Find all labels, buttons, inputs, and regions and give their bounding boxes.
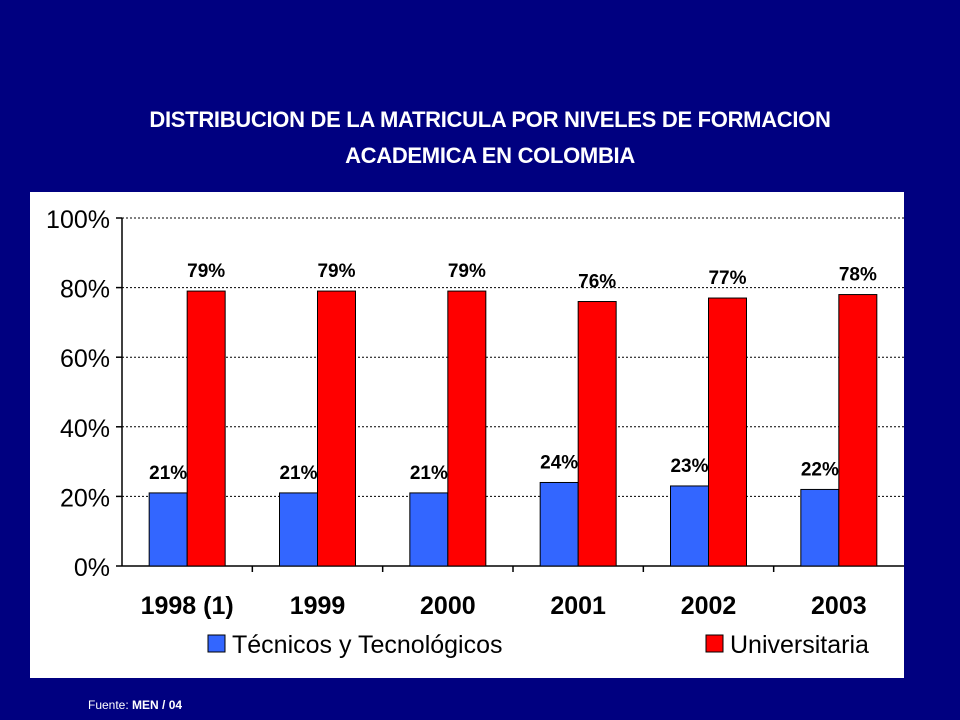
data-label: 79%	[187, 261, 225, 282]
bar-tecnicos	[148, 492, 188, 567]
data-label: 22%	[801, 459, 839, 480]
x-tick-label: 2000	[420, 592, 476, 620]
bar-tecnicos	[800, 488, 840, 567]
y-tick-label: 40%	[60, 415, 110, 443]
data-label: 76%	[578, 272, 616, 293]
legend-swatch	[207, 634, 226, 653]
chart-title: DISTRIBUCION DE LA MATRICULA POR NIVELES…	[40, 102, 940, 174]
data-label: 21%	[410, 463, 448, 484]
bar-chart: 0% 20% 40% 60% 80% 100% 21% 79% 1998 (1) 21% 79% 19…	[46, 206, 904, 659]
bar-tecnicos	[539, 481, 579, 567]
y-tick-label: 0%	[74, 554, 110, 582]
data-label: 79%	[317, 261, 355, 282]
x-tick-label: 2002	[681, 592, 737, 620]
data-label: 79%	[448, 261, 486, 282]
chart-title-line-2: ACADEMICA EN COLOMBIA	[345, 143, 635, 168]
chart-panel: 0% 20% 40% 60% 80% 100% 21% 79% 1998 (1) 21% 79% 19…	[30, 192, 904, 678]
y-tick-label: 60%	[60, 345, 110, 373]
source-value: MEN / 04	[132, 698, 183, 712]
legend-label: Universitaria	[730, 631, 869, 659]
bar-tecnicos	[670, 485, 709, 567]
y-tick-label: 20%	[60, 484, 110, 512]
bar-universitaria	[447, 290, 487, 567]
chart-title-line-1: DISTRIBUCION DE LA MATRICULA POR NIVELES…	[149, 107, 831, 132]
data-label: 21%	[279, 463, 317, 484]
source-note: Fuente: MEN / 04	[88, 698, 182, 712]
x-tick-label: 2003	[811, 592, 867, 620]
x-tick-label: 2001	[550, 592, 606, 620]
data-label: 21%	[149, 463, 187, 484]
bar-universitaria	[317, 290, 356, 567]
bar-universitaria	[838, 294, 878, 567]
legend-swatch	[705, 634, 724, 653]
source-label: Fuente:	[88, 698, 129, 712]
x-tick-label: 1998 (1)	[141, 592, 234, 620]
y-tick-label: 100%	[46, 206, 110, 234]
bar-universitaria	[708, 297, 747, 567]
x-tick-label: 1999	[290, 592, 346, 620]
y-tick-label: 80%	[60, 276, 110, 304]
data-label: 24%	[540, 452, 578, 473]
data-label: 77%	[708, 268, 746, 289]
bar-tecnicos	[279, 492, 318, 567]
legend-label: Técnicos y Tecnológicos	[232, 631, 503, 659]
bar-universitaria	[186, 290, 226, 567]
data-label: 23%	[670, 456, 708, 477]
bar-universitaria	[577, 301, 617, 567]
data-label: 78%	[839, 265, 877, 286]
bar-tecnicos	[409, 492, 449, 567]
